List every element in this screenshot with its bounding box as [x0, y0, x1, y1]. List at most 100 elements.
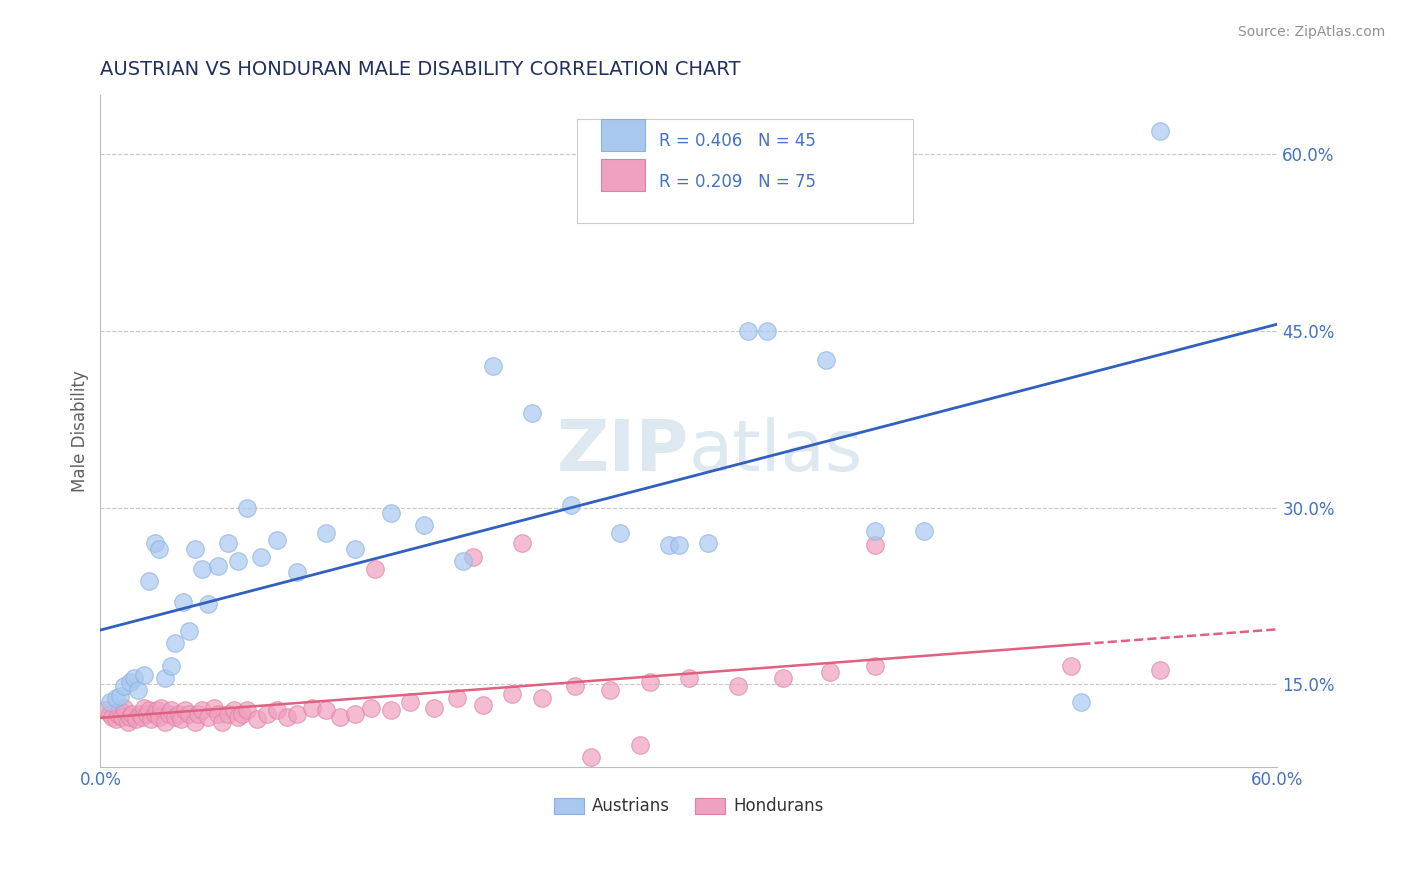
Point — [173, 703, 195, 717]
Point — [222, 703, 245, 717]
Point — [599, 683, 621, 698]
Point — [668, 538, 690, 552]
Point — [122, 671, 145, 685]
Point — [96, 703, 118, 717]
Point — [98, 706, 121, 721]
Point — [107, 706, 129, 721]
Point — [276, 710, 298, 724]
Point — [131, 710, 153, 724]
Text: R = 0.406   N = 45: R = 0.406 N = 45 — [659, 132, 817, 151]
Text: AUSTRIAN VS HONDURAN MALE DISABILITY CORRELATION CHART: AUSTRIAN VS HONDURAN MALE DISABILITY COR… — [100, 60, 741, 78]
Point — [108, 689, 131, 703]
Point — [146, 703, 169, 717]
Point — [510, 536, 533, 550]
Point — [315, 703, 337, 717]
Point — [191, 703, 214, 717]
Text: atlas: atlas — [689, 417, 863, 485]
Point — [530, 691, 553, 706]
Point — [364, 562, 387, 576]
Point — [231, 706, 253, 721]
Point — [266, 533, 288, 548]
Text: R = 0.209   N = 75: R = 0.209 N = 75 — [659, 173, 817, 191]
Point — [160, 659, 183, 673]
Point — [117, 714, 139, 729]
Point — [380, 703, 402, 717]
Point — [153, 714, 176, 729]
Point — [564, 680, 586, 694]
Point — [344, 541, 367, 556]
Point — [1070, 695, 1092, 709]
Point — [678, 671, 700, 685]
Point — [112, 680, 135, 694]
Point — [658, 538, 681, 552]
Point — [111, 710, 134, 724]
Point — [98, 695, 121, 709]
Point — [285, 566, 308, 580]
Point — [167, 706, 190, 721]
FancyBboxPatch shape — [576, 119, 912, 223]
Point — [217, 706, 239, 721]
Point — [136, 706, 159, 721]
Point — [217, 536, 239, 550]
Point — [609, 526, 631, 541]
Point — [1149, 124, 1171, 138]
Point — [197, 597, 219, 611]
Point — [815, 353, 838, 368]
Point — [246, 713, 269, 727]
Point — [143, 536, 166, 550]
FancyBboxPatch shape — [600, 159, 645, 192]
Point — [187, 706, 209, 721]
Point — [207, 706, 229, 721]
Point — [153, 671, 176, 685]
Point — [118, 674, 141, 689]
Point — [250, 549, 273, 564]
Point — [141, 713, 163, 727]
Point — [177, 706, 200, 721]
Legend: Austrians, Hondurans: Austrians, Hondurans — [547, 790, 831, 822]
Point — [183, 714, 205, 729]
Point — [560, 498, 582, 512]
Point — [344, 706, 367, 721]
Point — [132, 700, 155, 714]
Text: Source: ZipAtlas.com: Source: ZipAtlas.com — [1237, 25, 1385, 39]
Point — [399, 695, 422, 709]
Point — [211, 714, 233, 729]
Point — [207, 559, 229, 574]
Point — [772, 671, 794, 685]
Point — [197, 710, 219, 724]
Point — [112, 700, 135, 714]
Point — [128, 706, 150, 721]
Point — [236, 500, 259, 515]
Point — [301, 700, 323, 714]
Point — [160, 703, 183, 717]
Point — [481, 359, 503, 374]
Point — [1149, 663, 1171, 677]
Point — [108, 703, 131, 717]
Point — [118, 710, 141, 724]
Point — [360, 700, 382, 714]
Point — [912, 524, 935, 538]
Point — [501, 687, 523, 701]
Point — [818, 665, 841, 680]
Point — [124, 713, 146, 727]
Point — [380, 507, 402, 521]
Point — [756, 324, 779, 338]
FancyBboxPatch shape — [600, 119, 645, 151]
Y-axis label: Male Disability: Male Disability — [72, 370, 89, 491]
Point — [1060, 659, 1083, 673]
Point — [226, 553, 249, 567]
Point — [138, 703, 160, 717]
Point — [727, 680, 749, 694]
Point — [148, 710, 170, 724]
Point — [150, 700, 173, 714]
Point — [170, 713, 193, 727]
Point — [520, 406, 543, 420]
Point — [266, 703, 288, 717]
Point — [256, 706, 278, 721]
Point — [202, 700, 225, 714]
Point — [697, 536, 720, 550]
Point — [105, 691, 128, 706]
Point — [177, 624, 200, 639]
Point — [638, 674, 661, 689]
Point — [628, 739, 651, 753]
